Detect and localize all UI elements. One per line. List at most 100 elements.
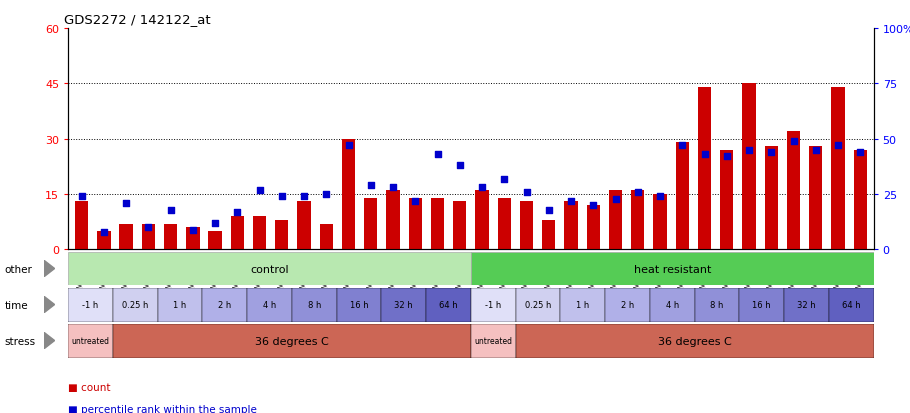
Bar — [75, 202, 88, 250]
Point — [720, 154, 734, 160]
Bar — [542, 221, 555, 250]
Bar — [387, 191, 399, 250]
Text: GDS2272 / 142122_at: GDS2272 / 142122_at — [65, 13, 211, 26]
Point — [163, 207, 177, 214]
Text: ■ percentile rank within the sample: ■ percentile rank within the sample — [68, 404, 258, 413]
Bar — [68, 288, 113, 322]
Bar — [337, 288, 381, 322]
Point — [186, 227, 200, 233]
Bar — [694, 288, 739, 322]
Text: 1 h: 1 h — [576, 300, 590, 309]
Point — [386, 185, 400, 191]
Text: ■ count: ■ count — [68, 382, 111, 392]
Point — [319, 191, 334, 198]
Bar — [809, 147, 823, 250]
Bar — [787, 132, 800, 250]
Bar — [471, 324, 516, 358]
Bar — [113, 288, 157, 322]
Text: 8 h: 8 h — [711, 300, 723, 309]
Bar — [248, 288, 292, 322]
Bar — [97, 231, 110, 250]
Bar — [208, 231, 222, 250]
Point — [808, 147, 823, 154]
Bar — [430, 198, 444, 250]
Point — [764, 150, 779, 156]
Bar — [230, 217, 244, 250]
Point — [75, 194, 89, 200]
Bar — [142, 224, 155, 250]
Point — [430, 152, 445, 158]
Text: 64 h: 64 h — [842, 300, 861, 309]
Point — [541, 207, 556, 214]
Text: 4 h: 4 h — [263, 300, 277, 309]
Bar — [202, 288, 248, 322]
Polygon shape — [44, 261, 55, 278]
Point — [786, 138, 801, 145]
Bar — [516, 324, 874, 358]
Bar — [832, 88, 844, 250]
Point — [252, 187, 267, 194]
Bar — [564, 202, 578, 250]
Point — [520, 189, 534, 196]
Text: other: other — [5, 264, 33, 274]
Bar — [854, 150, 867, 250]
Point — [564, 198, 579, 204]
Text: stress: stress — [5, 336, 35, 346]
Text: 0.25 h: 0.25 h — [525, 300, 551, 309]
Point — [275, 194, 289, 200]
Polygon shape — [44, 297, 55, 313]
Bar — [298, 202, 310, 250]
Bar — [516, 288, 561, 322]
Bar — [829, 288, 874, 322]
Bar — [453, 202, 467, 250]
Bar — [68, 252, 471, 286]
Bar — [292, 288, 337, 322]
Bar — [68, 324, 113, 358]
Text: 16 h: 16 h — [349, 300, 369, 309]
Text: heat resistant: heat resistant — [633, 264, 711, 274]
Point — [608, 196, 622, 202]
Point — [675, 143, 690, 150]
Bar — [187, 228, 199, 250]
Point — [652, 194, 667, 200]
Point — [408, 198, 422, 204]
Bar — [609, 191, 622, 250]
Bar — [520, 202, 533, 250]
Bar — [471, 288, 516, 322]
Bar — [319, 224, 333, 250]
Bar — [471, 252, 874, 286]
Point — [452, 163, 467, 169]
Bar — [164, 224, 177, 250]
Point — [853, 150, 867, 156]
Bar — [275, 221, 288, 250]
Bar — [113, 324, 471, 358]
Text: untreated: untreated — [72, 336, 109, 345]
Bar — [739, 288, 784, 322]
Text: untreated: untreated — [474, 336, 512, 345]
Bar — [784, 288, 829, 322]
Text: 4 h: 4 h — [665, 300, 679, 309]
Bar — [743, 84, 755, 250]
Bar — [650, 288, 694, 322]
Bar — [632, 191, 644, 250]
Point — [831, 143, 845, 150]
Bar — [675, 143, 689, 250]
Point — [363, 183, 378, 189]
Text: 64 h: 64 h — [440, 300, 458, 309]
Bar — [119, 224, 133, 250]
Bar — [605, 288, 650, 322]
Text: 8 h: 8 h — [308, 300, 321, 309]
Text: 16 h: 16 h — [753, 300, 771, 309]
Text: 36 degrees C: 36 degrees C — [658, 336, 732, 346]
Bar — [653, 195, 667, 250]
Point — [297, 194, 311, 200]
Text: -1 h: -1 h — [83, 300, 99, 309]
Bar — [720, 150, 733, 250]
Bar — [498, 198, 511, 250]
Point — [742, 147, 756, 154]
Bar — [587, 206, 600, 250]
Bar — [364, 198, 378, 250]
Text: -1 h: -1 h — [485, 300, 501, 309]
Bar — [698, 88, 712, 250]
Text: control: control — [250, 264, 288, 274]
